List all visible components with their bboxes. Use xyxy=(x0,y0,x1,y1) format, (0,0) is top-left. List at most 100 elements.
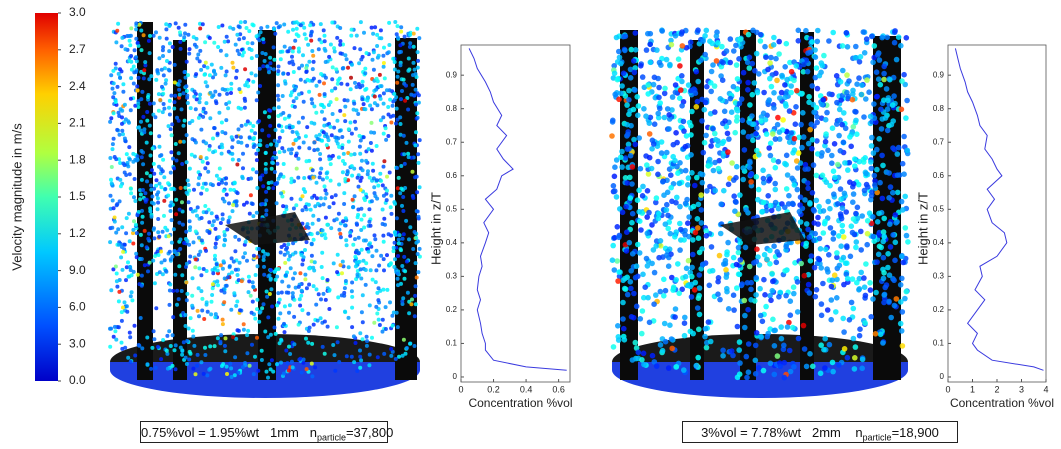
particle xyxy=(280,291,284,295)
particle xyxy=(216,45,220,49)
particle xyxy=(798,194,804,200)
particle xyxy=(674,229,680,235)
particle xyxy=(359,277,363,281)
particle xyxy=(199,273,203,277)
particle xyxy=(302,26,306,30)
particle xyxy=(249,193,253,197)
particle xyxy=(152,329,156,333)
particle xyxy=(337,183,341,187)
particle xyxy=(282,243,286,247)
particle xyxy=(193,90,197,94)
particle xyxy=(718,231,724,237)
particle xyxy=(324,298,328,302)
particle xyxy=(112,111,116,115)
particle xyxy=(109,178,113,182)
particle xyxy=(827,342,833,348)
particle xyxy=(255,98,259,102)
particle xyxy=(374,305,378,309)
particle xyxy=(184,280,188,284)
particle xyxy=(626,146,632,152)
particle xyxy=(761,200,767,206)
particle xyxy=(148,261,152,265)
particle xyxy=(300,263,304,267)
particle xyxy=(731,307,737,313)
particle xyxy=(663,288,669,294)
particle xyxy=(698,192,704,198)
particle xyxy=(279,361,283,365)
particle xyxy=(308,326,312,330)
particle xyxy=(191,335,195,339)
particle xyxy=(370,199,374,203)
particle xyxy=(220,152,224,156)
particle xyxy=(145,336,149,340)
particle xyxy=(217,25,221,29)
particle xyxy=(349,34,353,38)
particle xyxy=(863,293,869,299)
particle xyxy=(185,60,189,64)
particle xyxy=(243,67,247,71)
particle xyxy=(200,309,204,313)
particle xyxy=(402,134,406,138)
particle xyxy=(357,61,361,65)
particle xyxy=(305,240,309,244)
particle xyxy=(391,57,395,61)
particle xyxy=(410,298,414,302)
particle xyxy=(633,142,639,148)
particle xyxy=(276,114,280,118)
particle xyxy=(269,268,273,272)
particle xyxy=(202,317,206,321)
particle xyxy=(185,292,189,296)
particle xyxy=(612,164,618,170)
particle xyxy=(784,41,790,47)
particle xyxy=(221,322,225,326)
particle xyxy=(349,153,353,157)
particle xyxy=(354,127,358,131)
particle xyxy=(128,239,132,243)
particle xyxy=(273,58,277,62)
particle xyxy=(633,30,639,36)
particle xyxy=(765,67,771,73)
particle xyxy=(133,48,137,52)
particle xyxy=(168,303,172,307)
particle xyxy=(274,332,278,336)
particle xyxy=(185,239,189,243)
particle xyxy=(653,243,659,249)
particle xyxy=(347,265,351,269)
particle xyxy=(179,186,183,190)
particle xyxy=(292,207,296,211)
particle xyxy=(120,115,124,119)
particle xyxy=(272,45,276,49)
particle xyxy=(364,268,368,272)
particle xyxy=(243,251,247,255)
particle xyxy=(821,208,827,214)
colorbar-tick-label: 2.4 xyxy=(69,79,86,93)
particle xyxy=(175,159,179,163)
particle xyxy=(805,186,811,192)
particle xyxy=(182,91,186,95)
particle xyxy=(415,111,419,115)
particle xyxy=(363,67,367,71)
particle xyxy=(149,188,153,192)
particle xyxy=(320,110,324,114)
particle xyxy=(847,134,853,140)
particle xyxy=(194,141,198,145)
particle xyxy=(168,113,172,117)
colorbar-tick-label: 1.2 xyxy=(69,226,86,240)
particle xyxy=(260,128,264,132)
particle xyxy=(411,83,415,87)
colorbar-tick-label: 0.0 xyxy=(69,373,86,387)
particle xyxy=(689,294,695,300)
particle xyxy=(737,371,743,377)
particle xyxy=(154,78,158,82)
particle xyxy=(698,57,704,63)
particle xyxy=(120,341,124,345)
particle xyxy=(238,308,242,312)
particle xyxy=(224,118,228,122)
particle xyxy=(399,97,403,101)
particle xyxy=(156,250,160,254)
particle xyxy=(283,304,287,308)
particle xyxy=(153,254,157,258)
particle xyxy=(415,276,419,280)
particle xyxy=(618,154,624,160)
particle xyxy=(282,372,286,376)
